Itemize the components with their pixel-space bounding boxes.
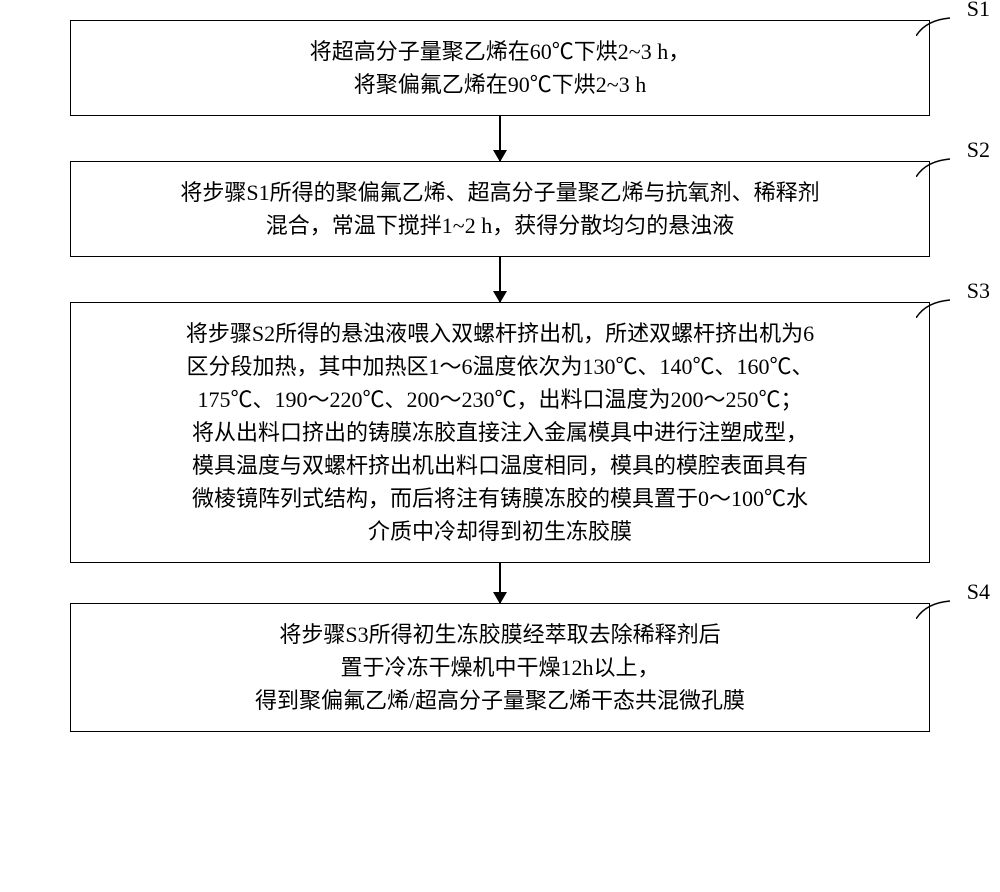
- flow-arrow: [499, 116, 501, 161]
- step-text: 175℃、190～220℃、200～230℃，出料口温度为200～250℃；: [89, 383, 911, 416]
- step-text: 将步骤S1所得的聚偏氟乙烯、超高分子量聚乙烯与抗氧剂、稀释剂: [89, 176, 911, 209]
- step-s4-wrapper: S4 将步骤S3所得初生冻胶膜经萃取去除稀释剂后 置于冷冻干燥机中干燥12h以上…: [40, 603, 960, 732]
- step-text: 微棱镜阵列式结构，而后将注有铸膜冻胶的模具置于0～100℃水: [89, 482, 911, 515]
- step-s1-wrapper: S1 将超高分子量聚乙烯在60℃下烘2~3 h， 将聚偏氟乙烯在90℃下烘2~3…: [40, 20, 960, 116]
- step-text: 将从出料口挤出的铸膜冻胶直接注入金属模具中进行注塑成型，: [89, 416, 911, 449]
- leader-line-s2: [916, 157, 950, 177]
- step-box-s1: 将超高分子量聚乙烯在60℃下烘2~3 h， 将聚偏氟乙烯在90℃下烘2~3 h: [70, 20, 930, 116]
- step-s3-wrapper: S3 将步骤S2所得的悬浊液喂入双螺杆挤出机，所述双螺杆挤出机为6 区分段加热，…: [40, 302, 960, 563]
- step-label-s3: S3: [967, 278, 990, 304]
- flow-arrow: [499, 563, 501, 603]
- step-text: 区分段加热，其中加热区1～6温度依次为130℃、140℃、160℃、: [89, 350, 911, 383]
- leader-line-s4: [916, 599, 950, 619]
- step-box-s4: 将步骤S3所得初生冻胶膜经萃取去除稀释剂后 置于冷冻干燥机中干燥12h以上， 得…: [70, 603, 930, 732]
- step-text: 得到聚偏氟乙烯/超高分子量聚乙烯干态共混微孔膜: [89, 684, 911, 717]
- step-s2-wrapper: S2 将步骤S1所得的聚偏氟乙烯、超高分子量聚乙烯与抗氧剂、稀释剂 混合，常温下…: [40, 161, 960, 257]
- leader-line-s1: [916, 16, 950, 36]
- step-text: 置于冷冻干燥机中干燥12h以上，: [89, 651, 911, 684]
- step-text: 介质中冷却得到初生冻胶膜: [89, 515, 911, 548]
- step-text: 将步骤S2所得的悬浊液喂入双螺杆挤出机，所述双螺杆挤出机为6: [89, 317, 911, 350]
- step-label-s1: S1: [967, 0, 990, 22]
- leader-line-s3: [916, 298, 950, 318]
- step-text: 将聚偏氟乙烯在90℃下烘2~3 h: [89, 68, 911, 101]
- step-text: 将超高分子量聚乙烯在60℃下烘2~3 h，: [89, 35, 911, 68]
- step-label-s2: S2: [967, 137, 990, 163]
- step-text: 模具温度与双螺杆挤出机出料口温度相同，模具的模腔表面具有: [89, 449, 911, 482]
- step-text: 混合，常温下搅拌1~2 h，获得分散均匀的悬浊液: [89, 209, 911, 242]
- step-text: 将步骤S3所得初生冻胶膜经萃取去除稀释剂后: [89, 618, 911, 651]
- process-flowchart: S1 将超高分子量聚乙烯在60℃下烘2~3 h， 将聚偏氟乙烯在90℃下烘2~3…: [40, 20, 960, 732]
- flow-arrow: [499, 257, 501, 302]
- step-box-s3: 将步骤S2所得的悬浊液喂入双螺杆挤出机，所述双螺杆挤出机为6 区分段加热，其中加…: [70, 302, 930, 563]
- step-label-s4: S4: [967, 579, 990, 605]
- step-box-s2: 将步骤S1所得的聚偏氟乙烯、超高分子量聚乙烯与抗氧剂、稀释剂 混合，常温下搅拌1…: [70, 161, 930, 257]
